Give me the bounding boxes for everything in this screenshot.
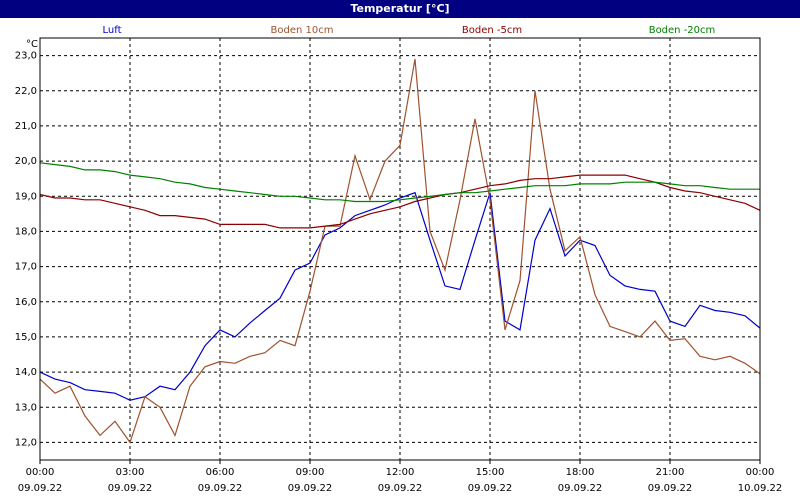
x-tick-label: 00:00 10.09.22 — [737, 467, 783, 494]
legend-label: Boden 10cm — [271, 25, 334, 36]
series-line — [39, 58, 761, 444]
y-tick-label: 19,0 — [15, 191, 37, 202]
x-tick-label: 09:00 09.09.22 — [287, 467, 333, 494]
chart-title: Temperatur [°C] — [0, 0, 800, 18]
x-tick-label: 18:00 09.09.22 — [557, 467, 603, 494]
x-tick-label: 06:00 09.09.22 — [197, 467, 243, 494]
series-line — [39, 174, 761, 229]
x-tick-label: 21:00 09.09.22 — [647, 467, 693, 494]
y-tick-label: 17,0 — [15, 262, 37, 273]
y-tick-label: 16,0 — [15, 297, 37, 308]
y-tick-label: 20,0 — [15, 156, 37, 167]
x-tick-label: 00:00 09.09.22 — [17, 467, 63, 494]
plot-border — [39, 37, 761, 461]
x-tick-label: 12:00 09.09.22 — [377, 467, 423, 494]
y-tick-label: 21,0 — [15, 121, 37, 132]
legend-label: Boden -20cm — [649, 25, 716, 36]
y-tick-label: 22,0 — [15, 86, 37, 97]
y-tick-label: 12,0 — [15, 437, 37, 448]
legend-label: Boden -5cm — [462, 25, 522, 36]
y-tick-label: 18,0 — [15, 226, 37, 237]
y-tick-label: 23,0 — [15, 51, 37, 62]
series-line — [39, 191, 761, 401]
x-tick-label: 15:00 09.09.22 — [467, 467, 513, 494]
y-tick-label: 14,0 — [15, 367, 37, 378]
y-tick-label: 15,0 — [15, 332, 37, 343]
y-unit-label: °C — [26, 39, 38, 50]
legend-label: Luft — [103, 25, 122, 36]
series-line — [39, 162, 760, 203]
y-tick-label: 13,0 — [15, 402, 37, 413]
x-tick-label: 03:00 09.09.22 — [107, 467, 153, 494]
